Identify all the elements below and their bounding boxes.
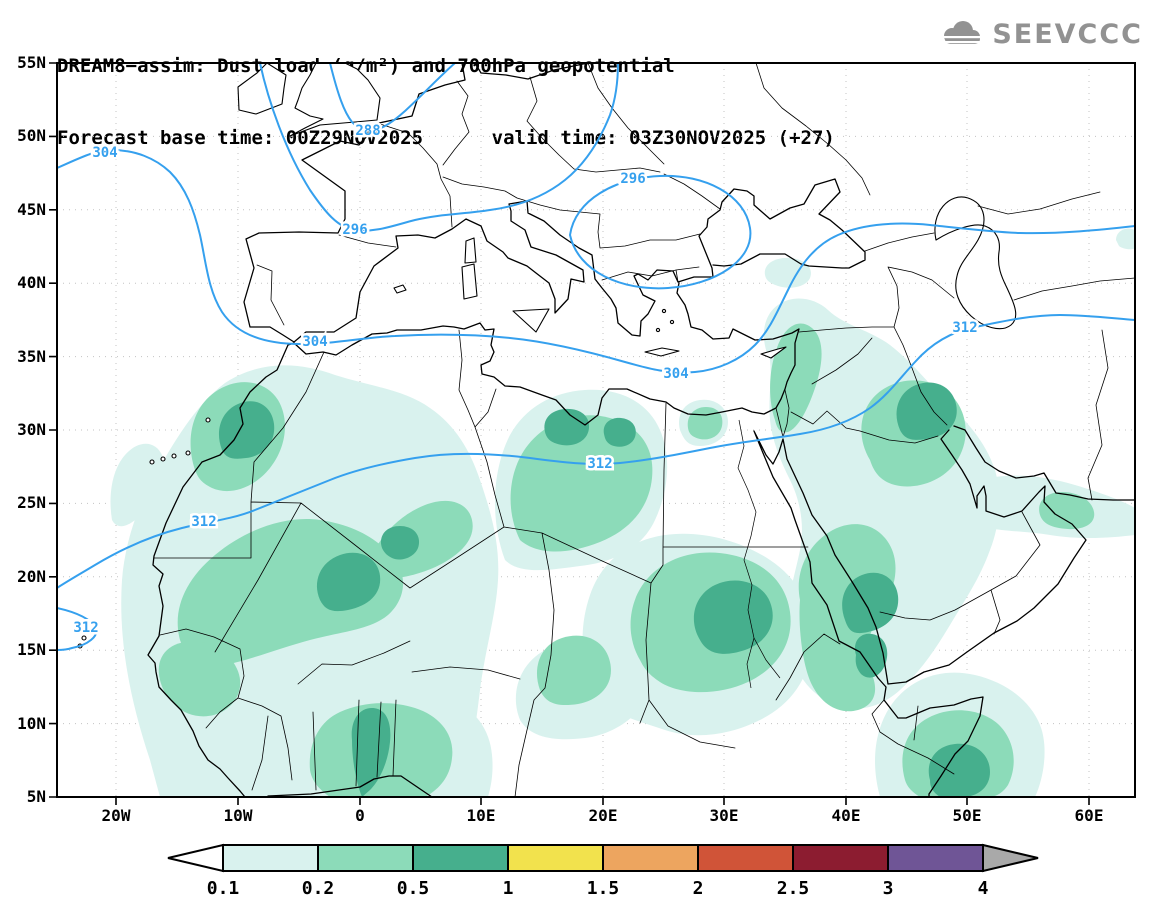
contour-label: 304	[302, 334, 327, 350]
lat-axis-labels: 55N 50N 45N 40N 35N 30N 25N 20N 15N 10N …	[17, 53, 46, 806]
seevccc-logo: SEEVCCC	[938, 18, 1143, 50]
contour-labels: 288 296 296 304 304 304 312 312 312 312	[71, 121, 980, 639]
colorbar-over-arrow	[982, 843, 1039, 873]
lon-label: 20W	[102, 806, 131, 825]
axis-ticks	[49, 62, 1090, 805]
lon-label: 10W	[224, 806, 253, 825]
colorbar-label: 4	[978, 878, 989, 899]
colorbar-under-arrow	[167, 843, 224, 873]
lat-label: 5N	[27, 787, 46, 806]
colorbar: 0.1 0.2 0.5 1 1.5 2 2.5 3 4	[167, 843, 1039, 899]
contour-label: 296	[620, 171, 645, 187]
logo-text: SEEVCCC	[992, 18, 1143, 50]
contour-312-southwest	[57, 607, 98, 651]
title-line-2: Forecast base time: 00Z29NOV2025 valid t…	[57, 127, 835, 149]
contour-288	[329, 63, 456, 132]
colorbar-label: 2	[693, 878, 704, 899]
caspian-sea	[934, 196, 1017, 330]
chart-header: DREAM8−assim: Dust load (g/m²) and 700hP…	[57, 6, 835, 198]
lat-label: 25N	[17, 493, 46, 512]
lon-axis-labels: 20W 10W 0 10E 20E 30E 40E 50E 60E	[102, 806, 1104, 825]
lat-label: 20N	[17, 567, 46, 586]
contour-296-west	[259, 63, 619, 232]
lon-label: 20E	[589, 806, 618, 825]
nile-river	[737, 419, 781, 689]
colorbar-label: 1	[503, 878, 514, 899]
lat-label: 45N	[17, 200, 46, 219]
lon-label: 40E	[832, 806, 861, 825]
contour-304	[57, 148, 1135, 374]
coastlines	[72, 63, 1135, 797]
colorbar-label: 0.2	[302, 878, 335, 899]
lon-label: 60E	[1075, 806, 1104, 825]
colorbar-box	[317, 844, 414, 872]
colorbar-box	[412, 844, 509, 872]
colorbar-label: 0.1	[207, 878, 240, 899]
islands	[72, 63, 1017, 649]
contour-label: 288	[355, 123, 380, 139]
lat-label: 55N	[17, 53, 46, 72]
title-line-1: DREAM8−assim: Dust load (g/m²) and 700hP…	[57, 55, 675, 77]
colorbar-label: 0.5	[397, 878, 430, 899]
colorbar-label: 1.5	[587, 878, 620, 899]
colorbar-box	[887, 844, 984, 872]
colorbar-box	[697, 844, 794, 872]
lat-label: 10N	[17, 714, 46, 733]
contour-label: 304	[663, 366, 688, 382]
colorbar-box	[792, 844, 889, 872]
geopotential-contours	[57, 63, 1135, 651]
country-borders	[153, 63, 1135, 797]
lat-label: 40N	[17, 273, 46, 292]
cloud-icon	[943, 21, 982, 44]
lon-label: 0	[355, 806, 365, 825]
lat-label: 15N	[17, 640, 46, 659]
colorbar-label: 3	[883, 878, 894, 899]
contour-label: 312	[73, 620, 98, 636]
contour-label: 312	[587, 456, 612, 472]
dust-level-0.5	[218, 382, 990, 797]
lat-label: 35N	[17, 347, 46, 366]
colorbar-label: 2.5	[777, 878, 810, 899]
lat-label: 50N	[17, 126, 46, 145]
contour-label: 312	[191, 514, 216, 530]
colorbar-box	[222, 844, 319, 872]
colorbar-box	[602, 844, 699, 872]
lon-label: 10E	[467, 806, 496, 825]
contour-296-closed-low	[568, 174, 752, 290]
contour-label: 304	[92, 145, 117, 161]
contour-312	[57, 313, 1135, 589]
dust-shading	[110, 228, 1135, 797]
lon-label: 30E	[710, 806, 739, 825]
contour-label: 296	[342, 222, 367, 238]
lon-label: 50E	[953, 806, 982, 825]
colorbar-box	[507, 844, 604, 872]
contour-label: 312	[952, 320, 977, 336]
lat-label: 30N	[17, 420, 46, 439]
